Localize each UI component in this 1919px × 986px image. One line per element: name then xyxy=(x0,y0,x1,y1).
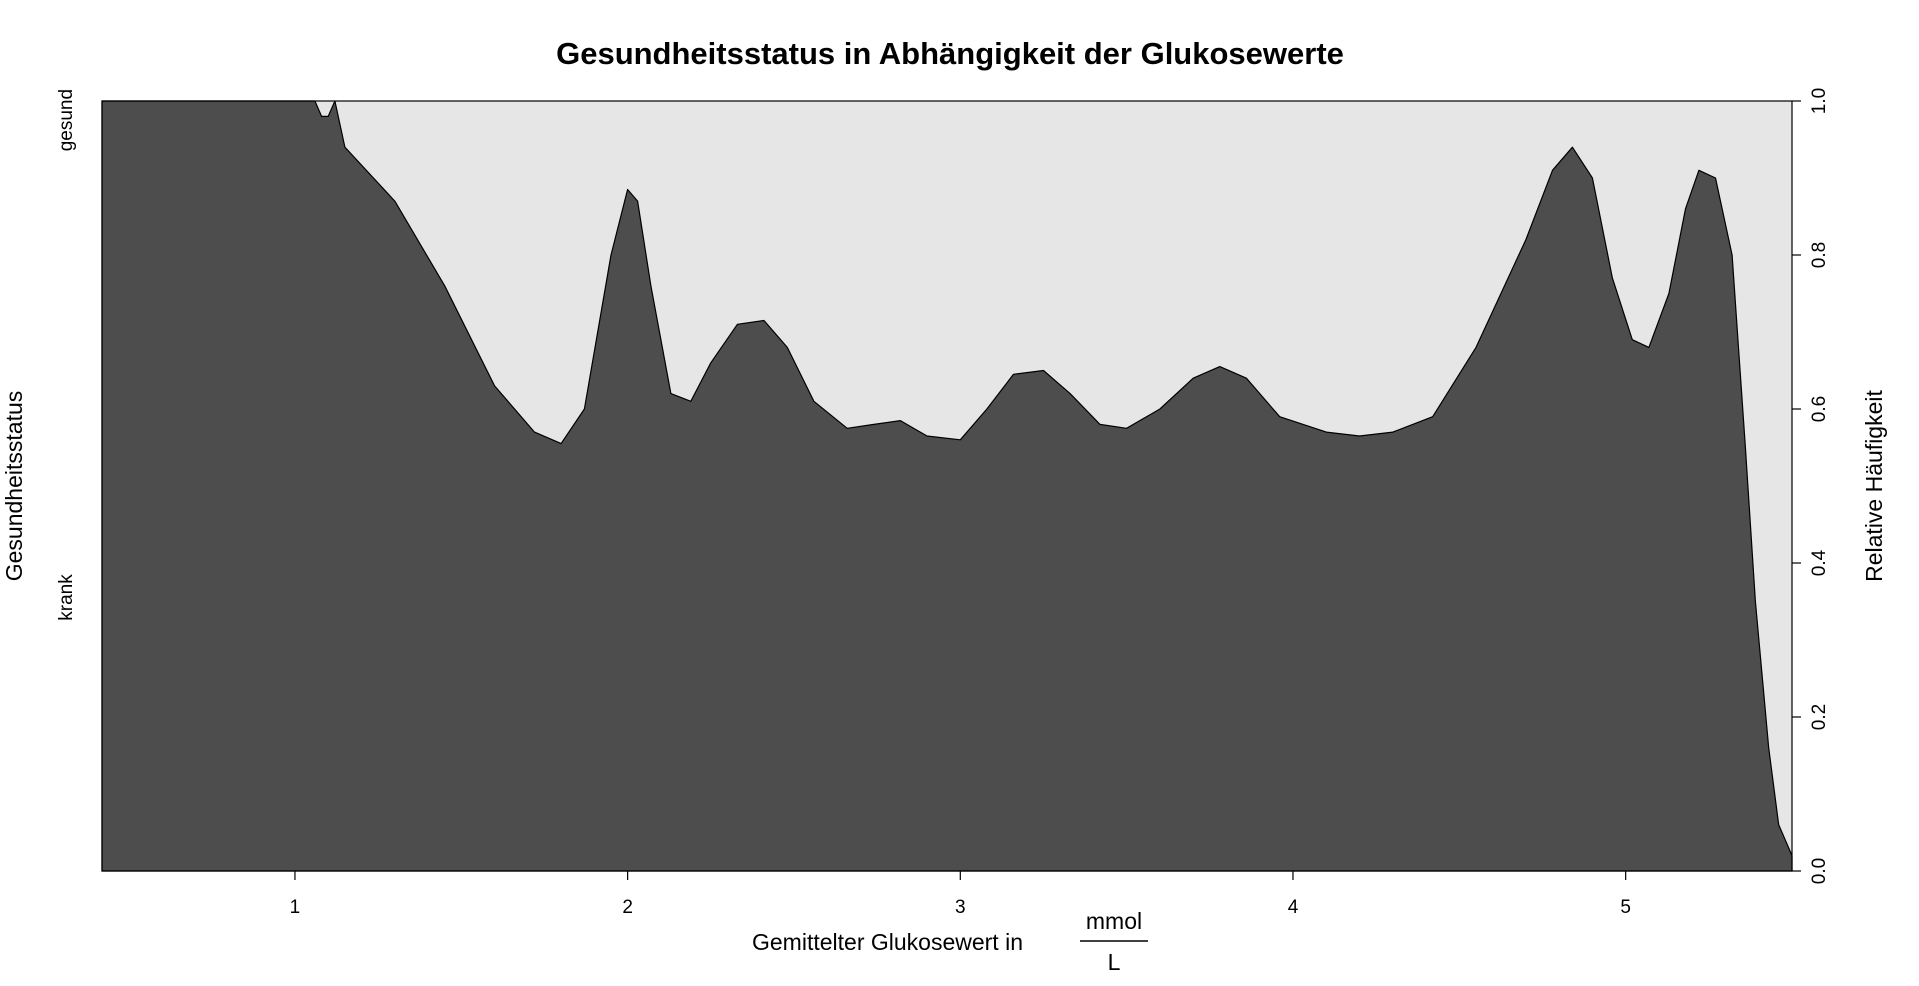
y-axis-label-right: Relative Häufigkeit xyxy=(1861,390,1887,582)
category-label-gesund: gesund xyxy=(56,89,77,151)
y-tick-label: 0.8 xyxy=(1809,242,1830,268)
y-axis-ticks-right: 0.0 0.2 0.4 0.6 0.8 1.0 xyxy=(1792,88,1830,884)
x-axis-unit-numerator: mmol xyxy=(1086,908,1142,934)
x-axis-unit-denominator: L xyxy=(1108,949,1121,975)
area-krank xyxy=(101,100,1793,872)
y-axis-label-left: Gesundheitsstatus xyxy=(1,391,27,582)
y-tick-label: 0.6 xyxy=(1809,396,1830,422)
y-tick-label: 0.4 xyxy=(1809,549,1830,576)
x-axis-label: Gemittelter Glukosewert in xyxy=(752,929,1023,955)
plot-frame xyxy=(101,100,1793,872)
plot-area xyxy=(101,100,1793,872)
y-axis-categories-left: krank gesund xyxy=(56,89,77,621)
x-tick-label: 3 xyxy=(955,897,966,918)
category-label-krank: krank xyxy=(56,574,77,621)
y-tick-label: 0.2 xyxy=(1809,704,1830,730)
x-tick-label: 5 xyxy=(1620,897,1631,918)
x-tick-label: 2 xyxy=(622,897,633,918)
y-tick-label: 1.0 xyxy=(1809,88,1830,114)
x-tick-label: 4 xyxy=(1288,897,1299,918)
y-tick-label: 0.0 xyxy=(1809,858,1830,884)
chart-title: Gesundheitsstatus in Abhängigkeit der Gl… xyxy=(556,36,1344,71)
x-axis-ticks: 1 2 3 4 5 xyxy=(290,871,1631,918)
x-tick-label: 1 xyxy=(290,897,301,918)
